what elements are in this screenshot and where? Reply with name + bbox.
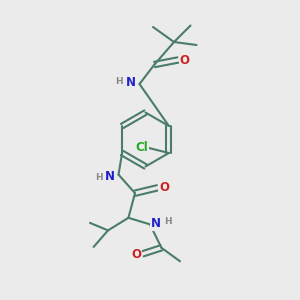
Text: O: O [179, 53, 190, 67]
Text: O: O [131, 248, 141, 261]
Text: H: H [95, 172, 103, 182]
Text: H: H [164, 218, 172, 226]
Text: N: N [126, 76, 136, 89]
Text: Cl: Cl [136, 140, 148, 154]
Text: H: H [115, 76, 123, 85]
Text: O: O [159, 181, 169, 194]
Text: N: N [105, 170, 115, 184]
Text: N: N [151, 217, 161, 230]
